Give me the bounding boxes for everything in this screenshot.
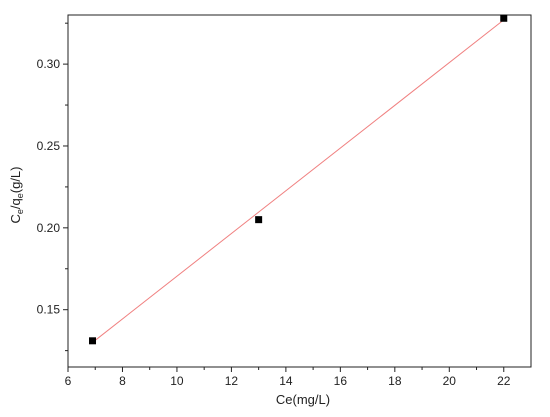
data-point <box>255 216 263 224</box>
data-point <box>89 337 97 345</box>
y-axis-title-unit: (g/L) <box>8 167 23 194</box>
x-tick-label: 18 <box>388 374 402 388</box>
data-point <box>500 14 508 22</box>
y-axis-title-q: /q <box>8 198 23 209</box>
y-axis-title-c: C <box>8 214 23 223</box>
y-axis-title-c-sub: e <box>15 209 25 214</box>
points-layer <box>89 14 508 345</box>
y-axis-title-q-sub: e <box>15 193 25 198</box>
x-tick-label: 14 <box>279 374 293 388</box>
fit-line <box>92 19 505 343</box>
x-axis-title: Ce(mg/L) <box>276 392 330 407</box>
plot-frame <box>67 14 532 368</box>
x-tick-label: 20 <box>443 374 457 388</box>
y-tick-label: 0.20 <box>37 221 61 235</box>
y-tick-label: 0.25 <box>37 139 61 153</box>
y-tick-label: 0.30 <box>37 57 61 71</box>
y-tick-label: 0.15 <box>37 303 61 317</box>
x-tick-label: 12 <box>225 374 239 388</box>
x-tick-label: 8 <box>119 374 126 388</box>
x-tick-label: 16 <box>334 374 348 388</box>
x-tick-label: 10 <box>170 374 184 388</box>
x-tick-label: 6 <box>65 374 72 388</box>
x-tick-label: 22 <box>497 374 511 388</box>
y-axis-title: Ce/qe(g/L) <box>8 167 25 224</box>
ticks-layer: 6 8 10 12 14 16 18 20 22 0.15 0.20 0.25 0.30 <box>37 22 511 388</box>
